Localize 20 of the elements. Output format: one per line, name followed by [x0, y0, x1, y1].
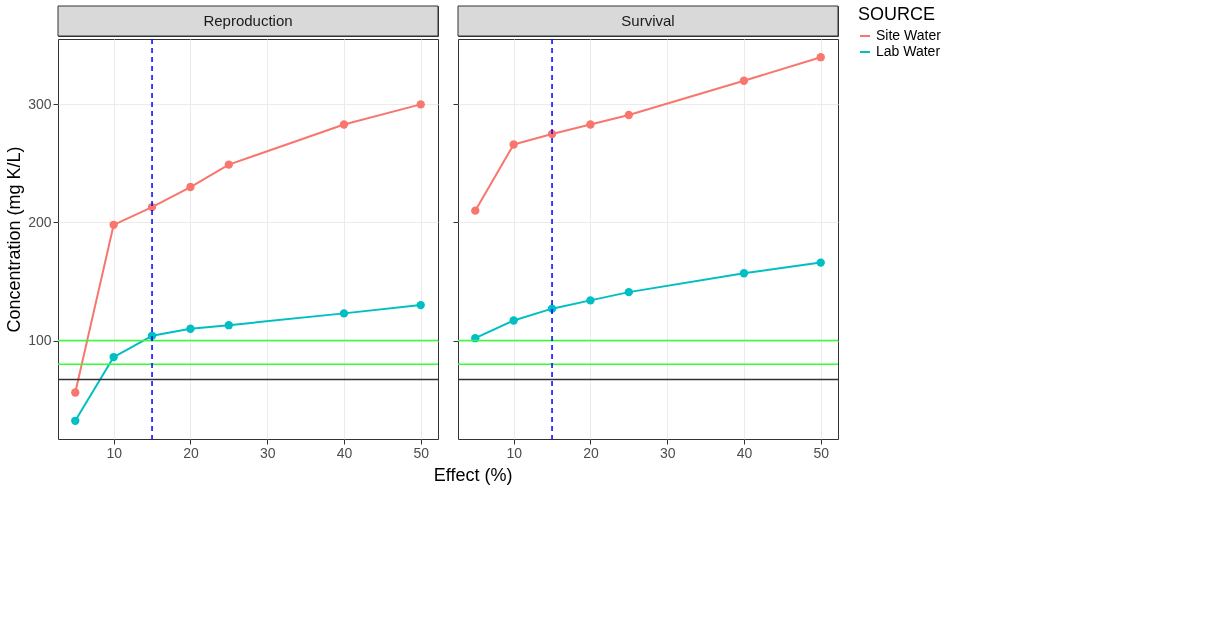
y-tick-label: 300 — [28, 95, 52, 112]
x-tick-label: 40 — [736, 444, 753, 461]
x-axis-title: Effect (%) — [433, 464, 513, 485]
y-tick-label: 200 — [28, 213, 52, 230]
x-tick-label: 20 — [183, 444, 199, 461]
legend-label: Site Water — [876, 27, 942, 43]
x-tick-label: 30 — [659, 444, 676, 461]
legend-title: SOURCE — [858, 4, 936, 24]
chart-title: Reproduction — [203, 12, 293, 29]
x-tick-label: 20 — [583, 444, 599, 461]
x-tick-label: 50 — [413, 444, 430, 461]
chart-title: Survival — [621, 12, 675, 29]
y-axis-title: Concentration (mg K/L) — [4, 146, 25, 333]
x-tick-label: 10 — [506, 444, 523, 461]
x-tick-label: 40 — [336, 444, 353, 461]
x-tick-label: 30 — [259, 444, 276, 461]
y-tick-label: 100 — [28, 332, 52, 349]
x-tick-label: 50 — [813, 444, 830, 461]
x-tick-label: 10 — [106, 444, 123, 461]
legend-label: Lab Water — [876, 43, 941, 59]
